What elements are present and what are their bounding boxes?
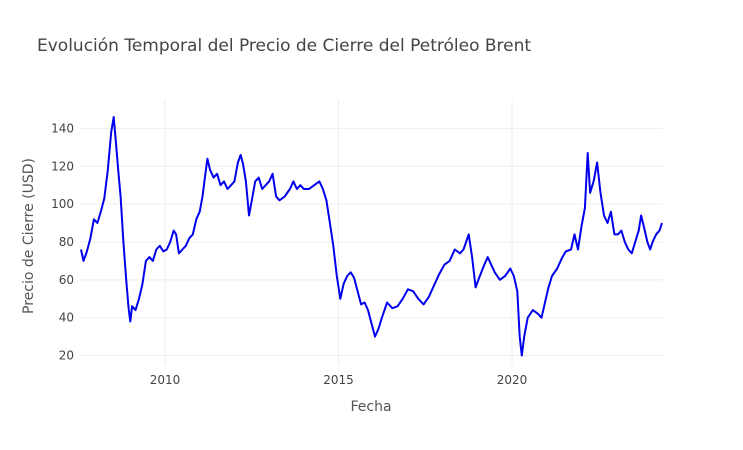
x-axis-title: Fecha bbox=[350, 399, 391, 415]
series-line bbox=[80, 116, 663, 357]
y-tick-label: 20 bbox=[59, 349, 74, 363]
x-tick-label: 2010 bbox=[150, 373, 181, 387]
y-tick-labels: 20 40 60 80 100 120 140 bbox=[51, 121, 74, 362]
chart-title: Evolución Temporal del Precio de Cierre … bbox=[37, 36, 531, 56]
x-gridlines bbox=[164, 100, 513, 365]
y-tick-label: 40 bbox=[59, 311, 74, 325]
y-tick-label: 140 bbox=[51, 121, 74, 135]
y-tick-label: 80 bbox=[59, 235, 74, 249]
y-tick-label: 120 bbox=[51, 159, 74, 173]
y-tick-label: 60 bbox=[59, 273, 74, 287]
y-axis-title: Precio de Cierre (USD) bbox=[21, 158, 37, 314]
x-tick-labels: 2010 2015 2020 bbox=[150, 373, 528, 387]
x-tick-label: 2020 bbox=[497, 373, 528, 387]
x-tick-label: 2015 bbox=[323, 373, 354, 387]
series-layer bbox=[80, 116, 663, 357]
y-tick-label: 100 bbox=[51, 197, 74, 211]
